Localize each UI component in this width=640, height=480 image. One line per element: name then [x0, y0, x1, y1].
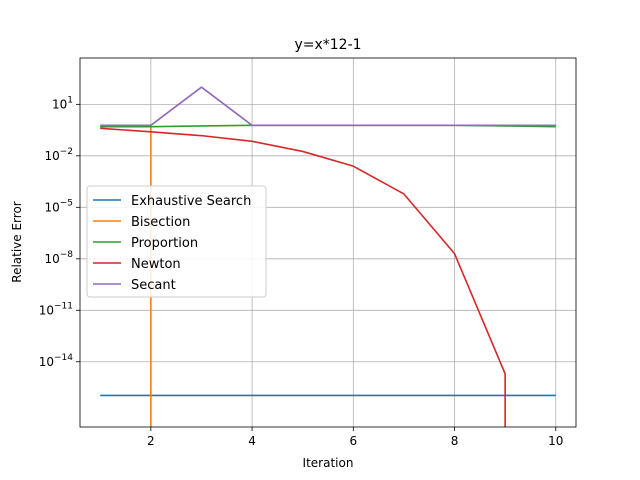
x-tick-label: 6 [349, 434, 357, 448]
y-tick-label: 10−14 [39, 353, 74, 369]
x-tick-label: 4 [248, 434, 256, 448]
y-tick-label: 101 [52, 95, 73, 111]
grid [80, 58, 576, 427]
legend: Exhaustive Search Bisection Proportion Newt… [86, 185, 267, 298]
legend-box [86, 185, 267, 298]
plot-frame [79, 57, 577, 428]
series-line-newton [100, 127, 506, 427]
y-tick-label: 10−5 [44, 198, 73, 214]
x-tick-label: 2 [147, 434, 155, 448]
y-tick-label: 10−11 [39, 301, 73, 317]
x-tick-label: 10 [548, 434, 563, 448]
legend-label-proportion: Proportion [131, 236, 198, 251]
x-axis-label: Iteration [303, 456, 354, 470]
y-tick-label: 10−2 [44, 147, 73, 163]
x-axis-ticks: 2 4 6 8 10 [147, 427, 563, 448]
series-line-secant [100, 86, 556, 127]
x-tick-label: 8 [451, 434, 459, 448]
legend-label-bisection: Bisection [131, 215, 190, 230]
y-axis-label: Relative Error [10, 201, 24, 283]
legend-label-newton: Newton [131, 257, 181, 272]
legend-label-secant: Secant [131, 278, 176, 293]
chart-title: y=x*12-1 [294, 37, 361, 53]
y-axis-ticks: 101 10−2 10−5 10−8 10−11 10−14 [39, 95, 80, 369]
y-tick-label: 10−8 [44, 250, 73, 266]
plot-lines [100, 86, 556, 427]
legend-label-exhaustive-search: Exhaustive Search [131, 194, 251, 209]
